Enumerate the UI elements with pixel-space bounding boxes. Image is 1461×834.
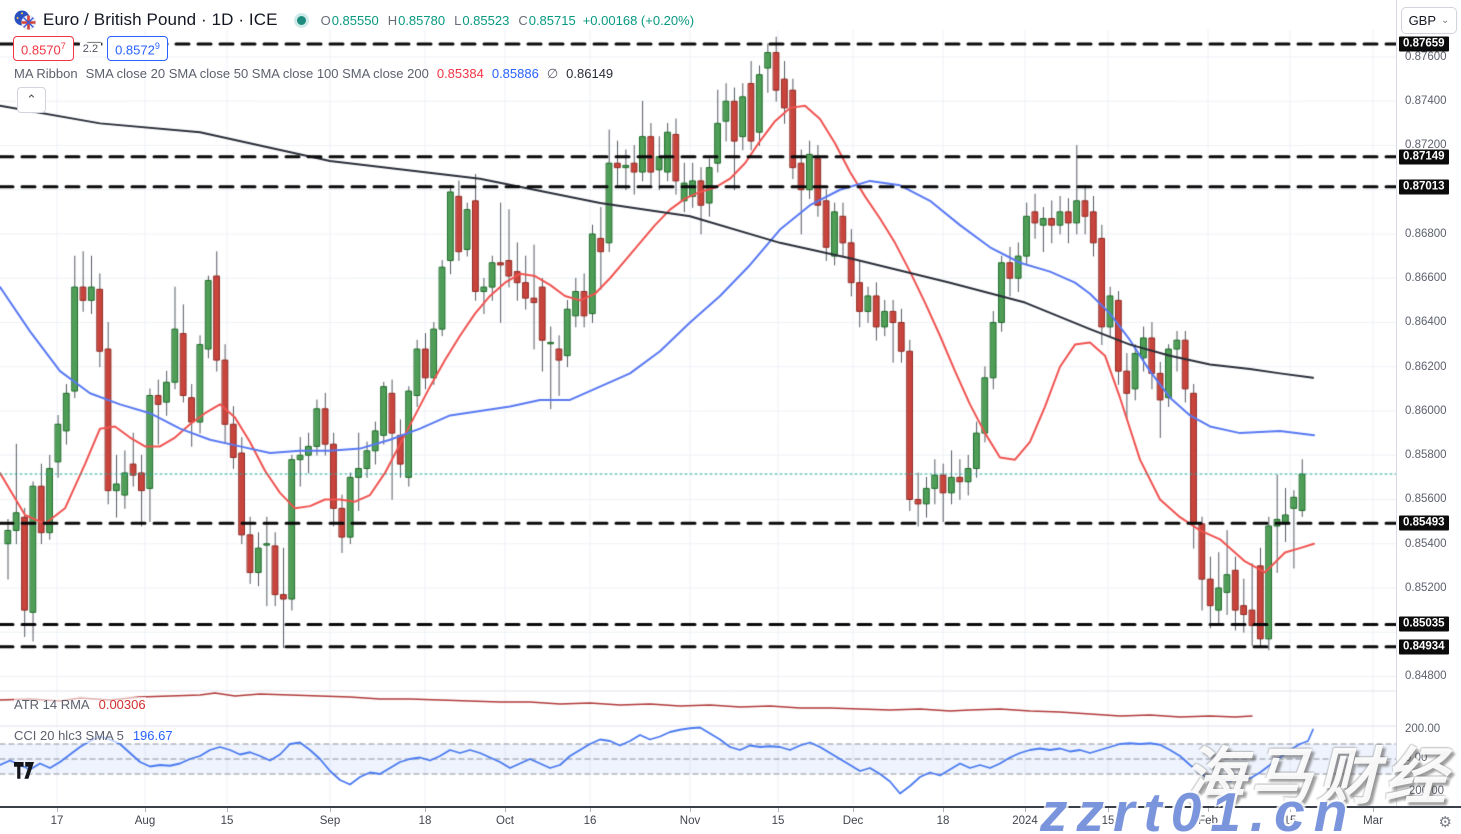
price-scale-label: 0.86800 (1405, 227, 1447, 240)
ma-ribbon-params: SMA close 20 SMA close 50 SMA close 100 … (85, 66, 429, 81)
price-scale-label: 0.86200 (1405, 360, 1447, 373)
time-tick-label: Feb (1198, 815, 1218, 827)
time-tick-label: Mar (1363, 815, 1383, 827)
time-tick-label: 15 (771, 815, 785, 827)
atr-legend[interactable]: ATR 14 RMA 0.00306 (14, 697, 146, 712)
time-tick-mark (943, 808, 944, 812)
price-level-tag: 0.87659 (1399, 36, 1449, 52)
time-tick-label: Nov (679, 815, 701, 827)
time-tick-mark (778, 808, 779, 812)
open-value: 0.85550 (331, 12, 379, 28)
chevron-up-icon: ⌃ (26, 92, 37, 107)
sma50-value: 0.85886 (491, 66, 539, 81)
red-price-label[interactable]: 0.85707 (13, 36, 74, 62)
chevron-down-icon: ⌄ (1441, 15, 1450, 26)
blue-price-label[interactable]: 0.85729 (107, 36, 168, 62)
price-level-tag: 0.84934 (1399, 639, 1449, 655)
change-value: +0.00168 (+0.20%) (582, 12, 695, 28)
sma20-value: 0.85384 (436, 66, 484, 81)
time-tick-label: 17 (50, 815, 64, 827)
price-scale-label: 0.87600 (1405, 51, 1447, 63)
time-tick-mark (1208, 808, 1209, 812)
time-tick-label: 18 (418, 815, 432, 827)
price-scale-label: 0.84800 (1405, 670, 1447, 683)
time-tick-label: 16 (583, 815, 597, 827)
time-tick-label: Aug (134, 815, 156, 827)
time-tick-mark (145, 808, 146, 812)
price-level-tag: 0.87013 (1399, 179, 1449, 195)
time-tick-label: 15 (220, 815, 234, 827)
ma-ribbon-legend[interactable]: MA Ribbon SMA close 20 SMA close 50 SMA … (14, 66, 613, 82)
collapse-legend-button[interactable]: ⌃ (17, 87, 46, 113)
time-tick-mark (57, 808, 58, 812)
price-scale-label: 0.85400 (1405, 537, 1447, 550)
time-tick-mark (330, 808, 331, 812)
price-scale-label: 0.86600 (1405, 272, 1447, 285)
time-tick-mark (853, 808, 854, 812)
tradingview-logo-icon[interactable] (14, 762, 46, 788)
close-value: 0.85715 (528, 12, 576, 28)
price-scale-label: 0.85600 (1405, 493, 1447, 506)
time-tick-label: 2024 (1012, 815, 1038, 827)
price-scale-label: 0.86000 (1405, 404, 1447, 417)
time-axis[interactable]: 17 Aug 15 Sep 18 Oct 16 Nov 15 Dec 18 2024 15 Feb 15 Ma… (0, 806, 1461, 834)
range-label: 2.2 (79, 42, 102, 55)
time-tick-mark (1290, 808, 1291, 812)
time-tick-label: Dec (842, 815, 864, 827)
cci-scale-label: 0.00 (1405, 752, 1428, 764)
time-tick-mark (505, 808, 506, 812)
atr-title: ATR 14 RMA (14, 697, 90, 712)
atr-value: 0.00306 (98, 697, 146, 712)
cci-scale-label: 200.00 (1405, 723, 1441, 735)
drawing-price-labels: 0.85707 2.2 0.85729 (13, 36, 168, 62)
avg-symbol: ∅ (546, 66, 559, 81)
time-tick-mark (690, 808, 691, 812)
cci-title: CCI 20 hlc3 SMA 5 (14, 728, 124, 743)
time-tick-mark (1025, 808, 1026, 812)
ma-ribbon-title: MA Ribbon (14, 66, 78, 81)
price-scale-label: 0.87200 (1405, 139, 1447, 152)
sma200-value: 0.86149 (566, 66, 614, 81)
time-tick-mark (590, 808, 591, 812)
time-tick-mark (425, 808, 426, 812)
symbol-title[interactable]: Euro / British Pound · 1D · ICE (43, 10, 278, 29)
time-tick-label: 15 (1283, 815, 1297, 827)
cci-legend[interactable]: CCI 20 hlc3 SMA 5 196.67 (14, 728, 173, 743)
price-scale-label: 0.85200 (1405, 581, 1447, 594)
symbol-pair-icon (14, 9, 36, 31)
price-level-tag: 0.85035 (1399, 616, 1449, 632)
price-scale-label: 0.86400 (1405, 316, 1447, 329)
currency-selector[interactable]: GBP ⌄ (1401, 7, 1457, 34)
time-tick-label: Sep (319, 815, 341, 827)
cci-value: 196.67 (132, 728, 173, 743)
price-scale[interactable]: GBP ⌄ 0.87600 0.87400 0.87200 0.86800 0.8660… (1396, 0, 1461, 806)
ohlc-values: O0.85550 H0.85780 L0.85523 C0.85715 (320, 12, 576, 28)
currency-label: GBP (1408, 13, 1437, 28)
price-level-tag: 0.85493 (1399, 515, 1449, 531)
cci-scale-label: -200.00 (1405, 785, 1445, 797)
price-scale-label: 0.85800 (1405, 449, 1447, 462)
time-tick-mark (227, 808, 228, 812)
time-tick-mark (1373, 808, 1374, 812)
symbol-header: Euro / British Pound · 1D · ICE O0.85550… (14, 7, 694, 33)
high-value: 0.85780 (398, 12, 446, 28)
low-value: 0.85523 (462, 12, 510, 28)
time-tick-label: 15 (1101, 815, 1115, 827)
gear-icon[interactable]: ⚙ (1438, 814, 1452, 831)
time-tick-label: Oct (496, 815, 514, 827)
time-tick-mark (1108, 808, 1109, 812)
time-tick-label: 18 (936, 815, 950, 827)
price-level-tag: 0.87149 (1399, 149, 1449, 165)
market-status-dot (296, 15, 306, 25)
price-scale-label: 0.87400 (1405, 95, 1447, 108)
